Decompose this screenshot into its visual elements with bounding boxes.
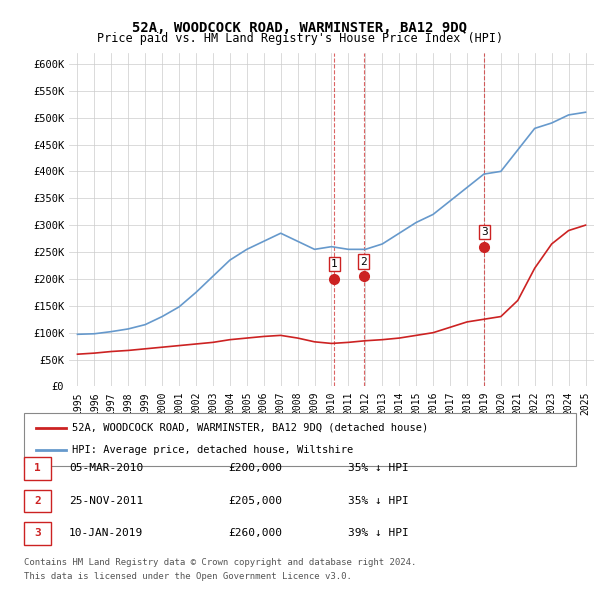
Text: 25-NOV-2011: 25-NOV-2011: [69, 496, 143, 506]
Text: This data is licensed under the Open Government Licence v3.0.: This data is licensed under the Open Gov…: [24, 572, 352, 581]
Text: £205,000: £205,000: [228, 496, 282, 506]
Text: 1: 1: [331, 259, 338, 269]
Text: 35% ↓ HPI: 35% ↓ HPI: [348, 496, 409, 506]
Text: 3: 3: [34, 529, 41, 538]
Text: HPI: Average price, detached house, Wiltshire: HPI: Average price, detached house, Wilt…: [72, 445, 353, 454]
Text: 52A, WOODCOCK ROAD, WARMINSTER, BA12 9DQ: 52A, WOODCOCK ROAD, WARMINSTER, BA12 9DQ: [133, 21, 467, 35]
Text: £260,000: £260,000: [228, 529, 282, 538]
Text: 35% ↓ HPI: 35% ↓ HPI: [348, 464, 409, 473]
Text: 3: 3: [481, 227, 488, 237]
Text: 39% ↓ HPI: 39% ↓ HPI: [348, 529, 409, 538]
Text: 10-JAN-2019: 10-JAN-2019: [69, 529, 143, 538]
Text: Contains HM Land Registry data © Crown copyright and database right 2024.: Contains HM Land Registry data © Crown c…: [24, 558, 416, 566]
Text: 52A, WOODCOCK ROAD, WARMINSTER, BA12 9DQ (detached house): 52A, WOODCOCK ROAD, WARMINSTER, BA12 9DQ…: [72, 423, 428, 432]
Text: £200,000: £200,000: [228, 464, 282, 473]
Text: 2: 2: [34, 496, 41, 506]
Text: Price paid vs. HM Land Registry's House Price Index (HPI): Price paid vs. HM Land Registry's House …: [97, 32, 503, 45]
Text: 2: 2: [361, 257, 367, 267]
Text: 05-MAR-2010: 05-MAR-2010: [69, 464, 143, 473]
Text: 1: 1: [34, 464, 41, 473]
